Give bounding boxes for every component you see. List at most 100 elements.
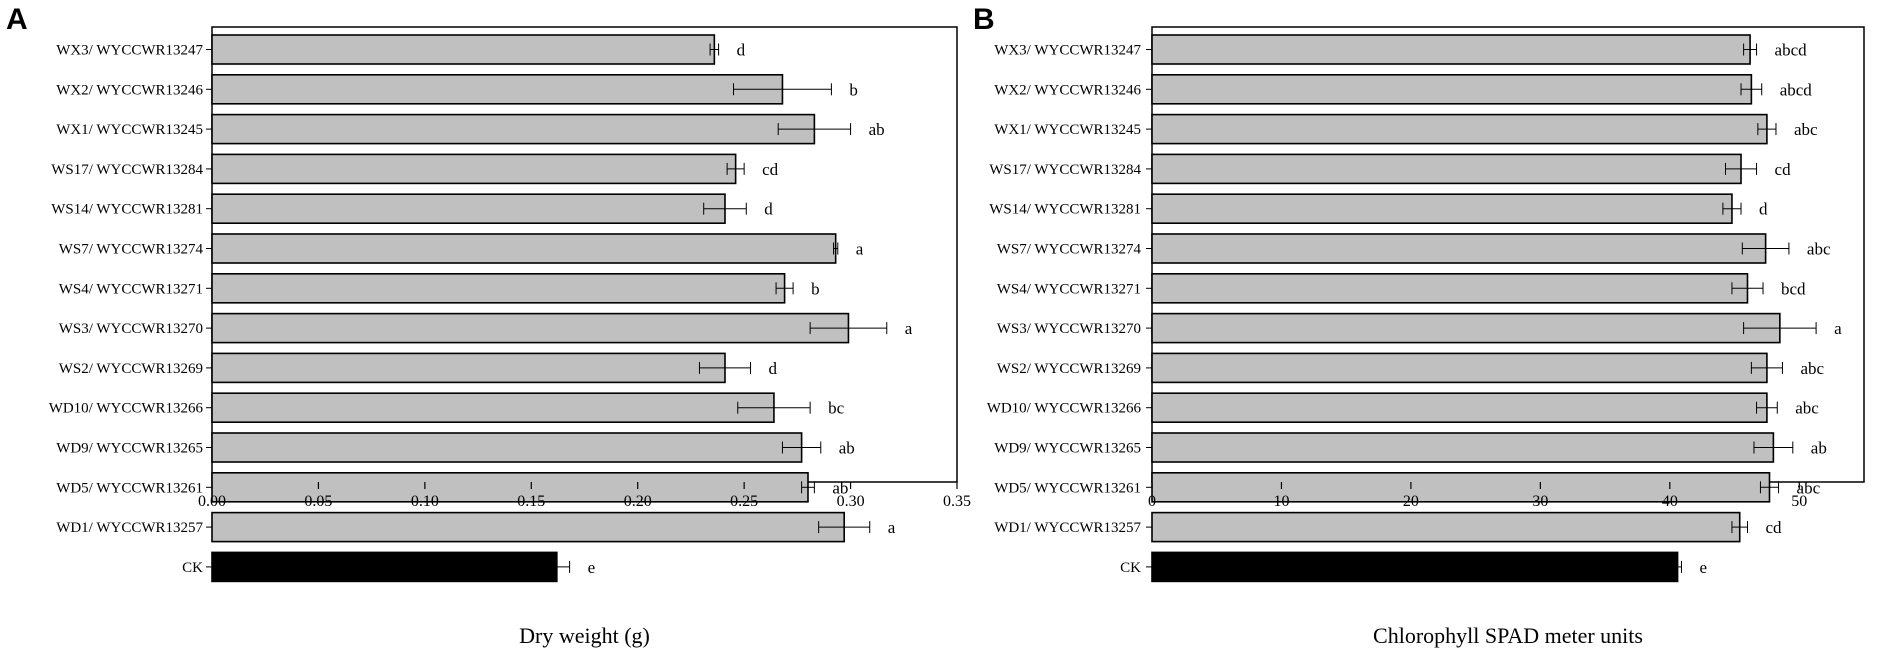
significance-label: a (1834, 319, 1842, 338)
bar-ws4-wyccwr13271 (211, 272, 786, 304)
panel-letter: A (6, 3, 28, 36)
category-label: WS4/ WYCCWR13271 (997, 281, 1141, 297)
bar-wx1-wyccwr13245 (1151, 113, 1768, 145)
x-axis-title: Chlorophyll SPAD meter units (1373, 623, 1643, 648)
category-label: WX1/ WYCCWR13245 (56, 122, 203, 138)
bar-wd9-wyccwr13265 (1151, 432, 1775, 463)
significance-label: b (849, 80, 858, 99)
significance-label: abcd (1775, 41, 1808, 60)
significance-label: ab (839, 439, 855, 458)
category-label: WD9/ WYCCWR13265 (56, 441, 203, 457)
bar-wd1-wyccwr13257 (1151, 511, 1741, 543)
bar-ws3-wyccwr13270 (1151, 312, 1781, 344)
category-label: WS17/ WYCCWR13284 (989, 162, 1141, 178)
bar-wd1-wyccwr13257 (211, 511, 845, 543)
significance-label: cd (1775, 160, 1792, 179)
category-label: WS14/ WYCCWR13281 (51, 202, 203, 218)
significance-label: cd (1765, 518, 1782, 537)
category-label: WS14/ WYCCWR13281 (989, 202, 1141, 218)
x-tick-label: 0.05 (304, 493, 332, 510)
significance-label: abc (1797, 478, 1821, 497)
category-label: WD10/ WYCCWR13266 (49, 401, 204, 417)
significance-label: abc (1795, 399, 1819, 418)
significance-label: d (1759, 200, 1768, 219)
category-label: WS3/ WYCCWR13270 (59, 321, 203, 337)
bar-ws17-wyccwr13284 (1151, 153, 1742, 185)
significance-label: abcd (1780, 80, 1813, 99)
category-label: WS17/ WYCCWR13284 (51, 162, 203, 178)
bar-ws14-wyccwr13281 (1151, 193, 1733, 224)
significance-label: a (905, 319, 913, 338)
category-label: WD1/ WYCCWR13257 (994, 520, 1141, 536)
category-label: WD5/ WYCCWR13261 (56, 480, 203, 496)
significance-label: ab (832, 478, 848, 497)
category-label: CK (182, 560, 203, 576)
significance-label: ab (1811, 439, 1827, 458)
x-tick-label: 0 (1148, 493, 1156, 510)
bar-wx3-wyccwr13247 (211, 34, 716, 65)
bar-ws7-wyccwr13274 (211, 233, 837, 264)
significance-label: e (588, 558, 596, 577)
bar-wx3-wyccwr13247 (1151, 34, 1751, 65)
significance-label: a (856, 240, 864, 259)
bar-ws2-wyccwr13269 (1151, 352, 1768, 384)
category-label: WX3/ WYCCWR13247 (56, 43, 203, 59)
category-label: WD5/ WYCCWR13261 (994, 480, 1141, 496)
significance-label: bc (828, 399, 845, 418)
bar-ws4-wyccwr13271 (1151, 272, 1749, 304)
bar-wx1-wyccwr13245 (211, 113, 816, 145)
significance-label: abc (1794, 120, 1818, 139)
bar-ws3-wyccwr13270 (211, 312, 850, 344)
bar-ck (1151, 551, 1679, 583)
x-tick-label: 50 (1791, 493, 1807, 510)
significance-label: abc (1800, 359, 1824, 378)
significance-label: d (769, 359, 778, 378)
x-tick-label: 0.35 (943, 493, 971, 510)
category-label: CK (1120, 560, 1141, 576)
bar-wx2-wyccwr13246 (1151, 74, 1753, 105)
bar-wd5-wyccwr13261 (1151, 471, 1771, 503)
bar-wx2-wyccwr13246 (211, 74, 784, 105)
category-label: WX2/ WYCCWR13246 (994, 82, 1141, 98)
category-label: WX3/ WYCCWR13247 (994, 43, 1141, 59)
category-label: WS7/ WYCCWR13274 (59, 242, 204, 258)
x-tick-label: 20 (1403, 493, 1419, 510)
x-tick-label: 0.15 (517, 493, 545, 510)
bar-ck (211, 551, 558, 583)
bar-wd10-wyccwr13266 (1151, 392, 1768, 424)
category-label: WD1/ WYCCWR13257 (56, 520, 203, 536)
x-tick-label: 0.25 (730, 493, 758, 510)
category-label: WS2/ WYCCWR13269 (59, 361, 203, 377)
x-tick-label: 0.00 (198, 493, 226, 510)
bar-wd9-wyccwr13265 (211, 432, 803, 463)
category-label: WS3/ WYCCWR13270 (997, 321, 1141, 337)
category-label: WS7/ WYCCWR13274 (997, 242, 1142, 258)
significance-label: d (737, 41, 746, 60)
significance-label: d (764, 200, 773, 219)
significance-label: e (1699, 558, 1707, 577)
category-label: WX2/ WYCCWR13246 (56, 82, 203, 98)
category-label: WX1/ WYCCWR13245 (994, 122, 1141, 138)
x-tick-label: 30 (1532, 493, 1548, 510)
bar-ws7-wyccwr13274 (1151, 233, 1767, 264)
x-tick-label: 10 (1273, 493, 1289, 510)
bar-wd5-wyccwr13261 (211, 471, 809, 503)
bar-ws2-wyccwr13269 (211, 352, 726, 384)
x-tick-label: 0.10 (411, 493, 439, 510)
bar-ws14-wyccwr13281 (211, 193, 726, 224)
category-label: WD9/ WYCCWR13265 (994, 441, 1141, 457)
category-label: WS2/ WYCCWR13269 (997, 361, 1141, 377)
x-tick-label: 40 (1662, 493, 1678, 510)
category-label: WD10/ WYCCWR13266 (987, 401, 1142, 417)
x-tick-label: 0.20 (624, 493, 652, 510)
panel-a-dry-weight-chart: A WX3/ WYCCWR13247 d WX2/ WYCCWR13246 b WX1/ … (6, 3, 971, 648)
bar-ws17-wyccwr13284 (211, 153, 737, 185)
x-axis-title: Dry weight (g) (519, 623, 650, 648)
panel-letter: B (973, 3, 995, 36)
category-label: WS4/ WYCCWR13271 (59, 281, 203, 297)
bar-wd10-wyccwr13266 (211, 392, 775, 424)
significance-label: abc (1807, 240, 1831, 259)
significance-label: a (888, 518, 896, 537)
